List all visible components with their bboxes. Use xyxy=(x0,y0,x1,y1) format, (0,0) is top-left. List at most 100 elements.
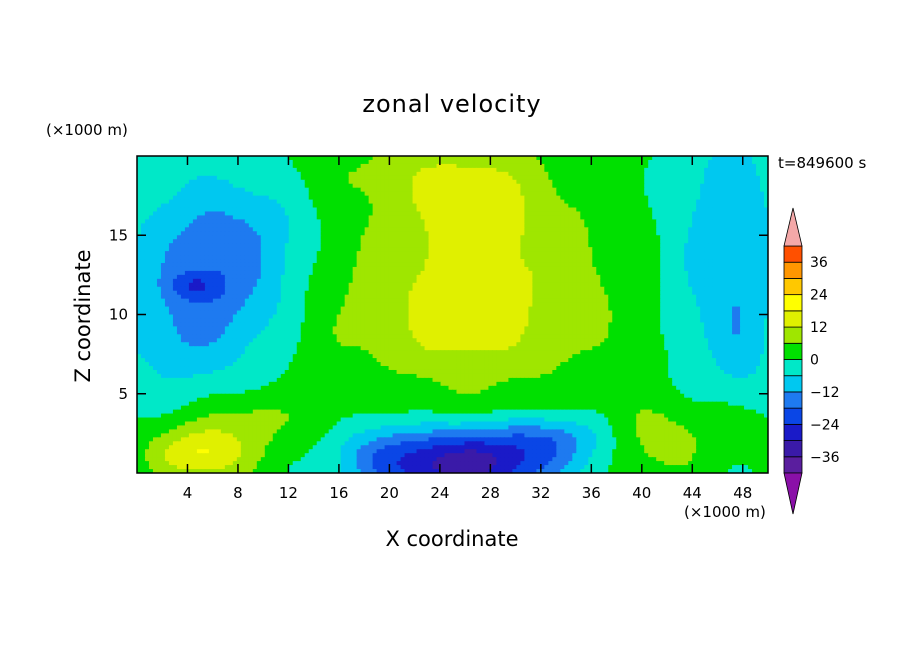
heatmap-cell xyxy=(392,156,398,161)
heatmap-cell xyxy=(608,211,613,217)
heatmap-cell xyxy=(288,167,294,173)
heatmap-cell xyxy=(216,156,222,161)
heatmap-cell xyxy=(520,231,525,236)
heatmap-cell xyxy=(184,239,190,244)
heatmap-cell xyxy=(264,219,270,224)
heatmap-cell xyxy=(664,171,669,177)
heatmap-cell xyxy=(672,203,677,209)
heatmap-cell xyxy=(600,262,605,268)
heatmap-cell xyxy=(600,231,605,236)
heatmap-cell xyxy=(536,167,541,173)
heatmap-cell xyxy=(244,239,250,244)
heatmap-cell xyxy=(688,255,693,260)
heatmap-cell xyxy=(560,211,565,217)
heatmap-cell xyxy=(708,211,713,217)
heatmap-cell xyxy=(672,179,677,185)
heatmap-cell xyxy=(148,239,154,244)
heatmap-cell xyxy=(412,231,418,236)
heatmap-cell xyxy=(764,191,768,197)
heatmap-cell xyxy=(396,239,402,244)
heatmap-cell xyxy=(276,207,282,213)
heatmap-cell xyxy=(212,159,218,165)
heatmap-cell xyxy=(432,191,438,197)
heatmap-cell xyxy=(240,199,246,205)
heatmap-cell xyxy=(356,278,362,284)
heatmap-cell xyxy=(600,274,605,280)
heatmap-cell xyxy=(512,227,517,232)
heatmap-cell xyxy=(172,227,178,232)
heatmap-cell xyxy=(224,215,230,220)
heatmap-cell xyxy=(696,183,701,189)
heatmap-cell xyxy=(524,191,529,197)
heatmap-cell xyxy=(188,247,194,252)
heatmap-cell xyxy=(304,223,310,228)
heatmap-cell xyxy=(200,191,206,197)
heatmap-cell xyxy=(652,235,657,240)
heatmap-cell xyxy=(488,243,494,248)
heatmap-cell xyxy=(524,171,529,177)
heatmap-cell xyxy=(264,156,270,161)
heatmap-cell xyxy=(668,266,673,272)
heatmap-cell xyxy=(288,207,294,213)
heatmap-cell xyxy=(572,259,577,264)
heatmap-cell xyxy=(536,175,541,181)
heatmap-cell xyxy=(724,156,729,161)
heatmap-cell xyxy=(416,270,422,276)
heatmap-cell xyxy=(336,243,342,248)
heatmap-cell xyxy=(152,203,158,209)
heatmap-cell xyxy=(300,262,306,268)
heatmap-cell xyxy=(188,262,194,268)
heatmap-cell xyxy=(164,259,170,264)
heatmap-cell xyxy=(444,274,450,280)
heatmap-cell xyxy=(468,187,474,193)
heatmap-cell xyxy=(688,191,693,197)
heatmap-cell xyxy=(372,191,378,197)
heatmap-cell xyxy=(608,191,613,197)
heatmap-cell xyxy=(456,227,462,232)
heatmap-cell xyxy=(420,251,426,256)
heatmap-cell xyxy=(392,278,398,284)
heatmap-cell xyxy=(700,159,705,165)
heatmap-cell xyxy=(632,179,637,185)
heatmap-cell xyxy=(668,163,673,169)
heatmap-cell xyxy=(548,159,553,165)
heatmap-cell xyxy=(196,195,202,201)
heatmap-cell xyxy=(608,235,613,240)
heatmap-cell xyxy=(588,227,593,232)
heatmap-cell xyxy=(268,215,274,220)
heatmap-cell xyxy=(396,235,402,240)
heatmap-cell xyxy=(404,191,410,197)
heatmap-cell xyxy=(472,239,478,244)
heatmap-cell xyxy=(324,259,330,264)
heatmap-cell xyxy=(328,183,334,189)
heatmap-cell xyxy=(520,274,525,280)
heatmap-cell xyxy=(288,227,294,232)
heatmap-cell xyxy=(464,183,470,189)
heatmap-cell xyxy=(180,203,186,209)
heatmap-cell xyxy=(740,191,745,197)
heatmap-cell xyxy=(328,247,334,252)
heatmap-cell xyxy=(728,219,733,224)
heatmap-cell xyxy=(344,274,350,280)
heatmap-cell xyxy=(164,211,170,217)
heatmap-cell xyxy=(172,195,178,201)
heatmap-cell xyxy=(348,179,354,185)
heatmap-cell xyxy=(340,187,346,193)
heatmap-cell xyxy=(740,235,745,240)
heatmap-cell xyxy=(392,191,398,197)
heatmap-cell xyxy=(376,239,382,244)
heatmap-cell xyxy=(328,259,334,264)
heatmap-cell xyxy=(464,187,470,193)
heatmap-cell xyxy=(484,171,490,177)
heatmap-cell xyxy=(484,179,490,185)
heatmap-cell xyxy=(484,259,490,264)
heatmap-cell xyxy=(592,159,597,165)
heatmap-cell xyxy=(204,243,210,248)
heatmap-cell xyxy=(464,211,470,217)
heatmap-cell xyxy=(604,259,609,264)
heatmap-cell xyxy=(544,247,549,252)
heatmap-cell xyxy=(292,262,298,268)
heatmap-cell xyxy=(304,171,310,177)
heatmap-cell xyxy=(244,187,250,193)
heatmap-cell xyxy=(696,156,701,161)
